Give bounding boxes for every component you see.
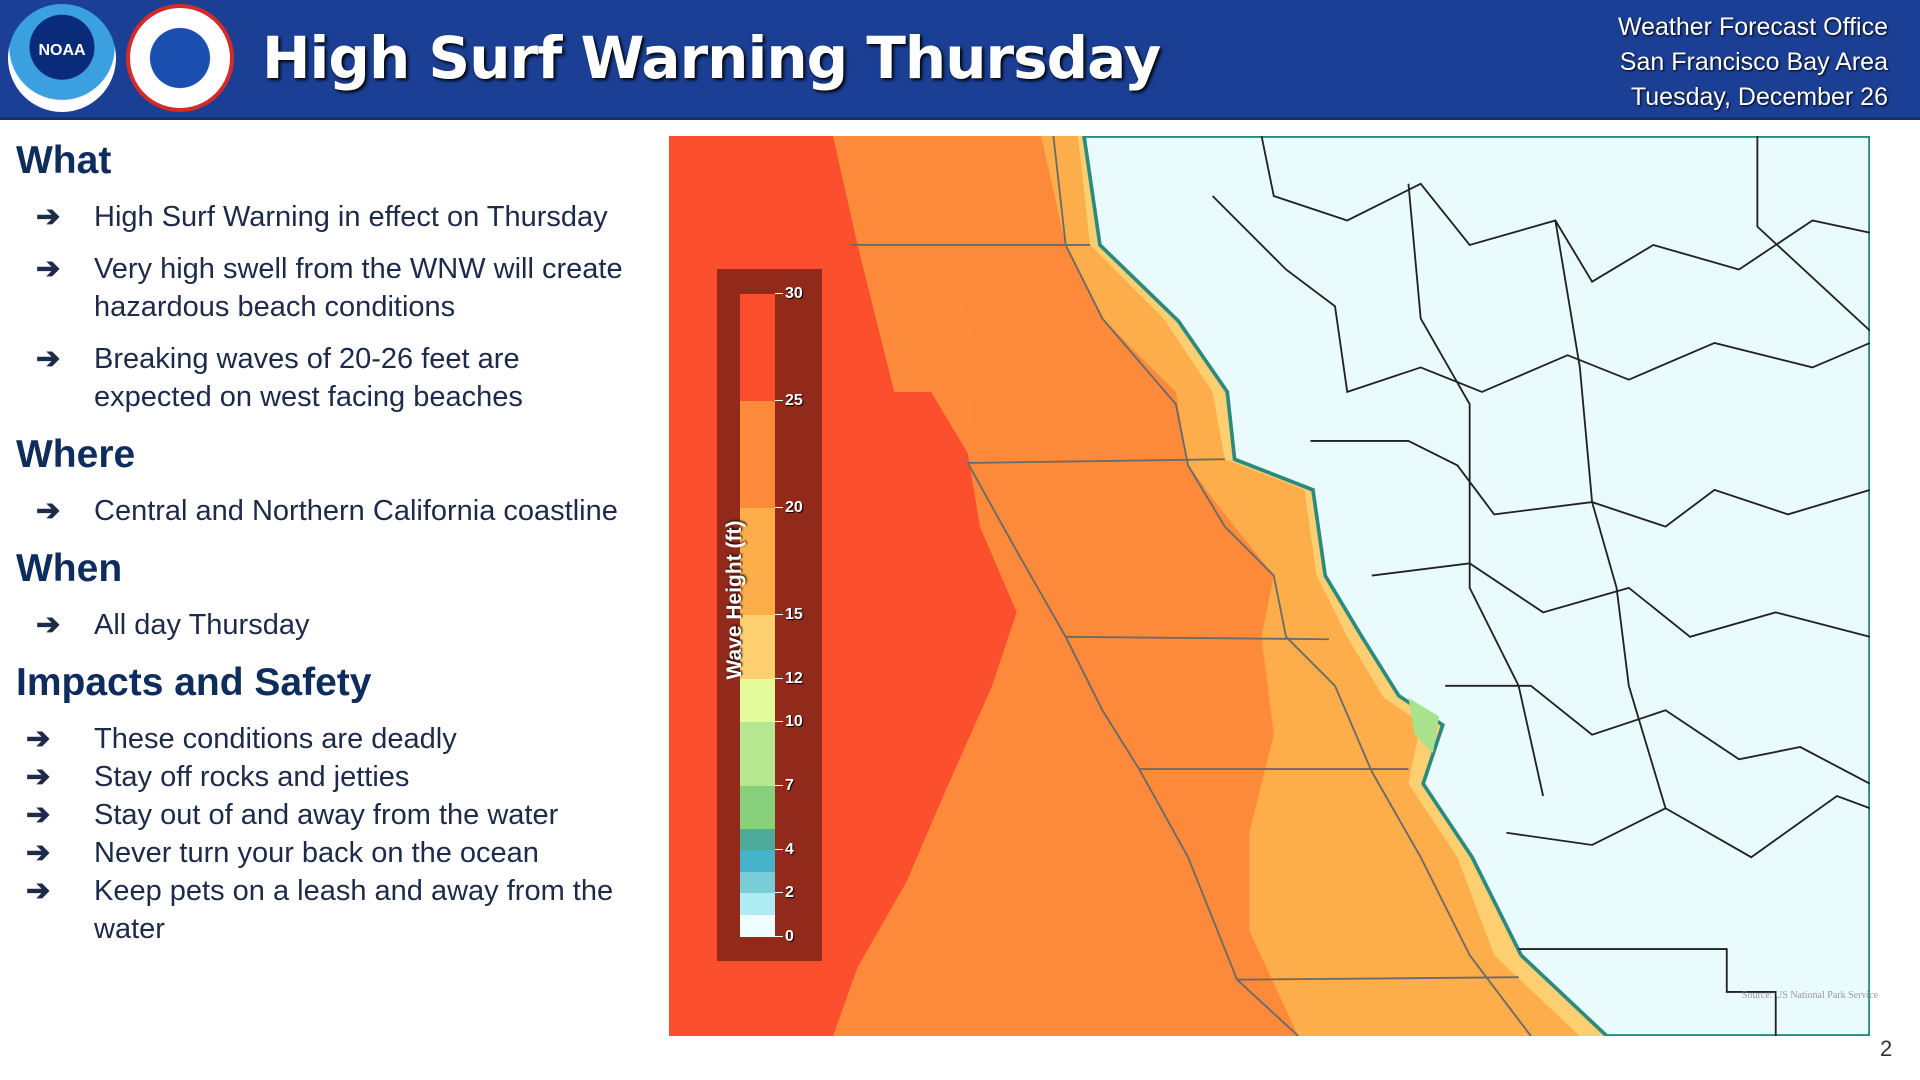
office-region: San Francisco Bay Area [1619,48,1888,76]
list-item: ➔ These conditions are deadly [16,720,636,758]
list-item: ➔ High Surf Warning in effect on Thursday [16,198,636,236]
legend-tick: 2 [775,884,794,902]
noaa-logo: NOAA [8,4,116,112]
list-item: ➔ All day Thursday [16,606,636,644]
arrow-right-icon: ➔ [26,723,51,755]
county-boundaries [1211,136,1870,1036]
arrow-right-icon: ➔ [26,761,51,793]
legend-tick: 0 [775,928,794,946]
heading-when: When [16,547,123,590]
arrow-right-icon: ➔ [36,609,61,641]
heading-where: Where [16,433,136,476]
legend-tick: 25 [775,392,803,410]
nws-logo [126,4,234,112]
arrow-right-icon: ➔ [26,799,51,831]
ocean-20ft-zone [869,281,980,454]
office-info: Weather Forecast Office San Francisco Ba… [1618,10,1888,115]
marine-zone-boundaries [851,136,1532,1036]
shallow-zone [1408,698,1440,754]
legend-tick: 7 [775,777,794,795]
heading-what: What [16,139,112,182]
arrow-right-icon: ➔ [26,875,51,907]
legend-tick: 15 [775,606,803,624]
arrow-right-icon: ➔ [26,837,51,869]
page-title: High Surf Warning Thursday [262,24,1161,92]
list-item: ➔ Central and Northern California coastli… [16,492,636,530]
arrow-right-icon: ➔ [36,253,61,285]
list-item: ➔ Very high swell from the WNW will creat… [16,250,636,326]
list-item: ➔ Stay off rocks and jetties [16,758,636,796]
issue-date: Tuesday, December 26 [1630,83,1888,111]
map-source: Source: US National Park Service [1742,990,1879,1001]
arrow-right-icon: ➔ [36,201,61,233]
legend-tick: 30 [775,285,803,303]
wave-height-legend: Wave Height (ft) 30 25 20 15 12 10 7 4 2… [717,269,822,961]
legend-tick: 4 [775,841,794,859]
legend-label: Wave Height (ft) [723,520,746,680]
list-item: ➔ Keep pets on a leash and away from the … [16,872,636,948]
arrow-right-icon: ➔ [36,495,61,527]
arrow-right-icon: ➔ [36,343,61,375]
wave-height-map [669,136,1870,1036]
heading-impacts: Impacts and Safety [16,661,372,704]
page-number: 2 [1880,1036,1893,1061]
office-name: Weather Forecast Office [1617,13,1888,41]
list-item: ➔ Breaking waves of 20-26 feet are expect… [16,340,636,416]
list-item: ➔ Stay out of and away from the water [16,796,636,834]
legend-tick: 10 [775,713,803,731]
list-item: ➔ Never turn your back on the ocean [16,834,636,872]
briefing-text: What ➔ High Surf Warning in effect on Thu… [16,136,636,954]
legend-tick: 12 [775,670,803,688]
header-banner: NOAA High Surf Warning Thursday Weather … [0,0,1920,120]
legend-tick: 20 [775,499,803,517]
legend-color-bar [740,294,775,937]
